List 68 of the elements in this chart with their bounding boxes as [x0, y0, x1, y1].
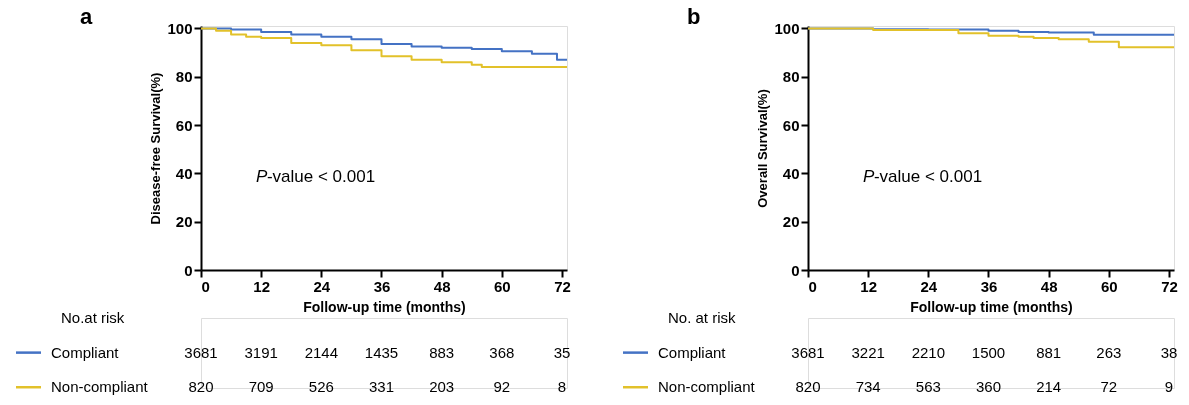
y-tick-label: 60	[175, 116, 193, 134]
y-tick-label: 40	[175, 164, 193, 182]
y-axis-title: Overall Survival(%)	[755, 89, 771, 208]
text: 709	[248, 378, 274, 396]
x-tick-label: 36	[373, 277, 391, 295]
x-tick-label: 48	[1040, 277, 1058, 295]
text: 820	[188, 378, 214, 396]
text: 92	[493, 378, 511, 396]
legend-label: Non-compliant	[51, 378, 149, 396]
y-tick-label: 20	[175, 213, 193, 231]
y-tick-label: 80	[782, 68, 800, 86]
x-tick-label: 60	[493, 277, 511, 295]
text: 3191	[244, 343, 278, 361]
text: No.at risk	[61, 309, 125, 326]
text: 9	[1164, 378, 1174, 396]
text: 35	[553, 343, 571, 361]
y-tick-label: 0	[791, 261, 800, 279]
text: 214	[1036, 378, 1062, 396]
text: 8	[557, 378, 567, 396]
text: 563	[915, 378, 941, 396]
x-tick-label: 0	[201, 277, 210, 295]
annotation: P-value < 0.001	[255, 167, 376, 187]
annotation: P-value < 0.001	[862, 167, 983, 187]
text: 881	[1036, 343, 1062, 361]
x-axis-title: Follow-up time (months)	[910, 298, 1073, 315]
legend-label: Compliant	[658, 343, 727, 361]
text: 360	[975, 378, 1002, 396]
y-tick-label: 0	[184, 261, 193, 279]
text: 331	[368, 378, 395, 396]
text: 1500	[971, 343, 1006, 361]
y-tick-label: 20	[782, 213, 800, 231]
text: 820	[795, 378, 821, 396]
chart-title: a	[79, 4, 93, 30]
x-tick-label: 72	[554, 277, 571, 295]
y-tick-label: 60	[782, 116, 800, 134]
x-axis-title: Follow-up time (months)	[303, 298, 466, 315]
text: 72	[1100, 378, 1118, 396]
text: 3681	[184, 343, 218, 361]
chart-title: b	[686, 4, 701, 30]
x-tick-label: 60	[1100, 277, 1118, 295]
text: 263	[1096, 343, 1122, 361]
x-tick-label: 24	[920, 277, 938, 295]
x-tick-label: 36	[980, 277, 998, 295]
x-tick-label: 24	[313, 277, 331, 295]
legend-label: Compliant	[51, 343, 120, 361]
x-tick-label: 12	[860, 277, 878, 295]
y-axis-title: Disease-free Survival(%)	[148, 72, 164, 225]
text: 3681	[791, 343, 825, 361]
y-tick-label: 100	[774, 19, 800, 37]
x-tick-label: 48	[433, 277, 451, 295]
text: 38	[1160, 343, 1178, 361]
text: 734	[855, 378, 881, 396]
text: 526	[308, 378, 334, 396]
text: 883	[429, 343, 455, 361]
x-tick-label: 0	[808, 277, 817, 295]
x-tick-label: 12	[253, 277, 271, 295]
y-tick-label: 40	[782, 164, 800, 182]
text: No. at risk	[668, 309, 737, 326]
text: 1435	[364, 343, 399, 361]
y-tick-label: 100	[167, 19, 193, 37]
legend-label: Non-compliant	[658, 378, 756, 396]
text: 203	[429, 378, 455, 396]
x-tick-label: 72	[1161, 277, 1178, 295]
text: 2144	[304, 343, 339, 361]
text: 368	[489, 343, 515, 361]
y-tick-label: 80	[175, 68, 193, 86]
text: 3221	[851, 343, 885, 361]
text: 2210	[911, 343, 946, 361]
